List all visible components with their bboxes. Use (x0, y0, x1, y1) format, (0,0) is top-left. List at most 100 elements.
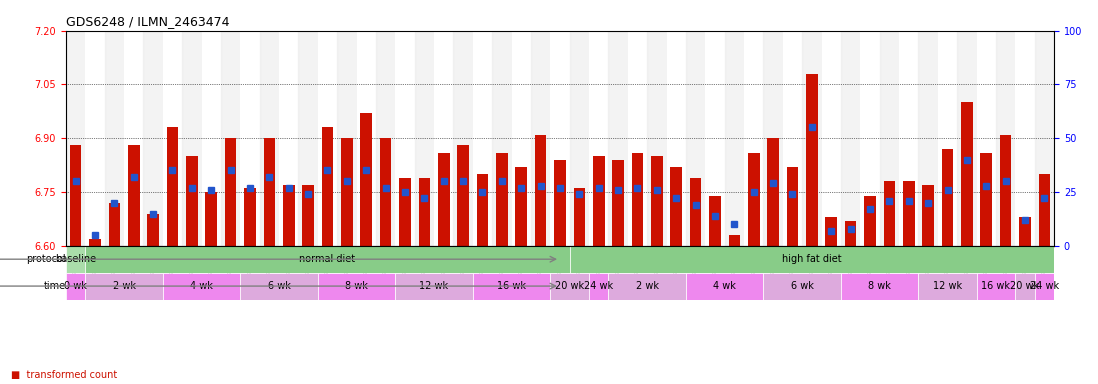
Bar (864, 195, 876, 246)
Bar (535, 135, 547, 246)
Bar (512, 31, 531, 246)
Bar (221, 31, 240, 246)
Bar (418, 178, 430, 246)
Bar (322, 127, 334, 246)
Bar (763, 273, 841, 300)
Text: GDS6248 / ILMN_2463474: GDS6248 / ILMN_2463474 (66, 15, 229, 28)
Bar (86, 273, 163, 300)
Bar (395, 273, 473, 300)
Bar (453, 31, 473, 246)
Bar (899, 31, 918, 246)
Bar (981, 152, 993, 246)
Bar (841, 273, 918, 300)
Bar (477, 174, 489, 246)
Bar (651, 156, 663, 246)
Bar (942, 149, 953, 246)
Bar (317, 31, 337, 246)
Bar (86, 246, 570, 273)
Bar (786, 167, 798, 246)
Bar (608, 273, 686, 300)
Bar (628, 31, 647, 246)
Bar (337, 31, 357, 246)
Bar (70, 146, 81, 246)
Bar (705, 31, 725, 246)
Bar (515, 167, 527, 246)
Text: ■  transformed count: ■ transformed count (11, 370, 117, 380)
Bar (554, 160, 565, 246)
Bar (550, 273, 589, 300)
Bar (550, 31, 570, 246)
Bar (671, 167, 682, 246)
Bar (879, 31, 899, 246)
Bar (589, 31, 608, 246)
Bar (903, 181, 915, 246)
Bar (259, 31, 279, 246)
Bar (395, 31, 415, 246)
Bar (666, 31, 686, 246)
Bar (457, 146, 469, 246)
Text: 12 wk: 12 wk (933, 281, 962, 291)
Bar (631, 152, 643, 246)
Text: 12 wk: 12 wk (419, 281, 449, 291)
Bar (531, 31, 550, 246)
Text: 6 wk: 6 wk (268, 281, 291, 291)
Bar (225, 138, 236, 246)
Bar (884, 181, 895, 246)
Text: baseline: baseline (55, 254, 97, 264)
Bar (496, 152, 507, 246)
Text: 8 wk: 8 wk (869, 281, 892, 291)
Bar (748, 152, 760, 246)
Bar (768, 138, 778, 246)
Bar (1034, 273, 1054, 300)
Text: 2 wk: 2 wk (112, 281, 135, 291)
Text: 20 wk: 20 wk (1010, 281, 1040, 291)
Text: 4 wk: 4 wk (190, 281, 213, 291)
Bar (690, 178, 702, 246)
Bar (202, 31, 221, 246)
Bar (841, 31, 861, 246)
Bar (104, 31, 124, 246)
Text: 16 wk: 16 wk (497, 281, 526, 291)
Bar (376, 31, 395, 246)
Text: 6 wk: 6 wk (791, 281, 814, 291)
Bar (1000, 135, 1011, 246)
Bar (186, 156, 198, 246)
Bar (729, 235, 740, 246)
Bar (844, 221, 856, 246)
Text: protocol: protocol (26, 254, 66, 264)
Bar (647, 31, 666, 246)
Bar (783, 31, 803, 246)
Text: time: time (44, 281, 66, 291)
Bar (127, 146, 139, 246)
Bar (821, 31, 841, 246)
Bar (725, 31, 744, 246)
Bar (317, 273, 395, 300)
Bar (918, 273, 976, 300)
Bar (400, 178, 411, 246)
Bar (744, 31, 763, 246)
Bar (686, 273, 763, 300)
Bar (976, 273, 1016, 300)
Bar (124, 31, 144, 246)
Bar (709, 195, 720, 246)
Bar (1019, 217, 1031, 246)
Bar (996, 31, 1016, 246)
Bar (589, 273, 608, 300)
Bar (66, 246, 86, 273)
Bar (686, 31, 705, 246)
Bar (415, 31, 434, 246)
Bar (1016, 273, 1034, 300)
Bar (613, 160, 624, 246)
Bar (434, 31, 453, 246)
Bar (938, 31, 957, 246)
Bar (570, 31, 589, 246)
Text: 24 wk: 24 wk (584, 281, 614, 291)
Text: 2 wk: 2 wk (636, 281, 659, 291)
Bar (66, 31, 86, 246)
Text: 0 wk: 0 wk (64, 281, 87, 291)
Bar (1039, 174, 1050, 246)
Bar (86, 31, 104, 246)
Bar (492, 31, 512, 246)
Bar (341, 138, 352, 246)
Bar (109, 203, 120, 246)
